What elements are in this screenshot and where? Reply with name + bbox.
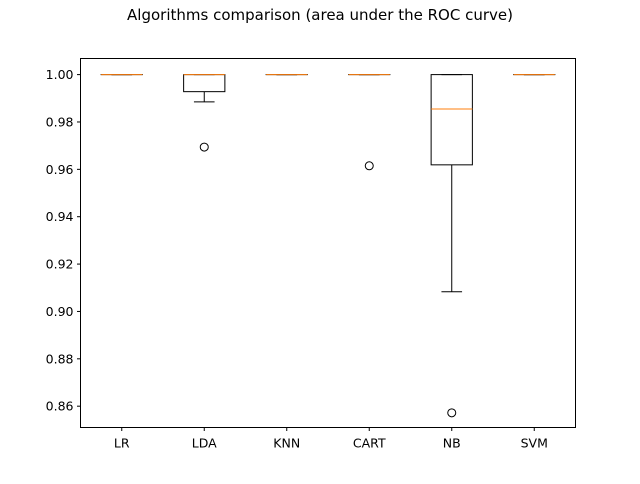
x-tick-label: LDA [192, 436, 217, 451]
y-tick-label: 1.00 [46, 67, 74, 82]
plot-marks [101, 75, 555, 417]
outlier-point [365, 162, 373, 170]
y-axis: 0.86 0.88 0.90 0.92 0.94 0.96 0.98 1.00 [46, 67, 81, 414]
box-group-cart [349, 75, 390, 170]
iqr-box [431, 75, 472, 165]
y-tick-label: 0.92 [46, 257, 74, 272]
y-tick-label: 0.98 [46, 114, 74, 129]
y-tick-label: 0.90 [46, 304, 74, 319]
x-tick-label: LR [114, 436, 130, 451]
outlier-point [448, 409, 456, 417]
y-tick-label: 0.96 [46, 162, 74, 177]
iqr-box [184, 75, 225, 92]
y-tick-label: 0.86 [46, 399, 74, 414]
outlier-point [200, 143, 208, 151]
x-tick-label: SVM [521, 436, 548, 451]
chart-title: Algorithms comparison (area under the RO… [0, 6, 640, 24]
box-group-lda [184, 75, 225, 151]
y-tick-label: 0.94 [46, 209, 74, 224]
x-tick-label: NB [443, 436, 461, 451]
plot-frame [81, 59, 576, 428]
y-tick-label: 0.88 [46, 351, 74, 366]
x-axis: LR LDA KNN CART NB SVM [114, 428, 548, 451]
x-tick-label: CART [353, 436, 386, 451]
box-group-nb [431, 75, 472, 417]
x-tick-label: KNN [273, 436, 300, 451]
